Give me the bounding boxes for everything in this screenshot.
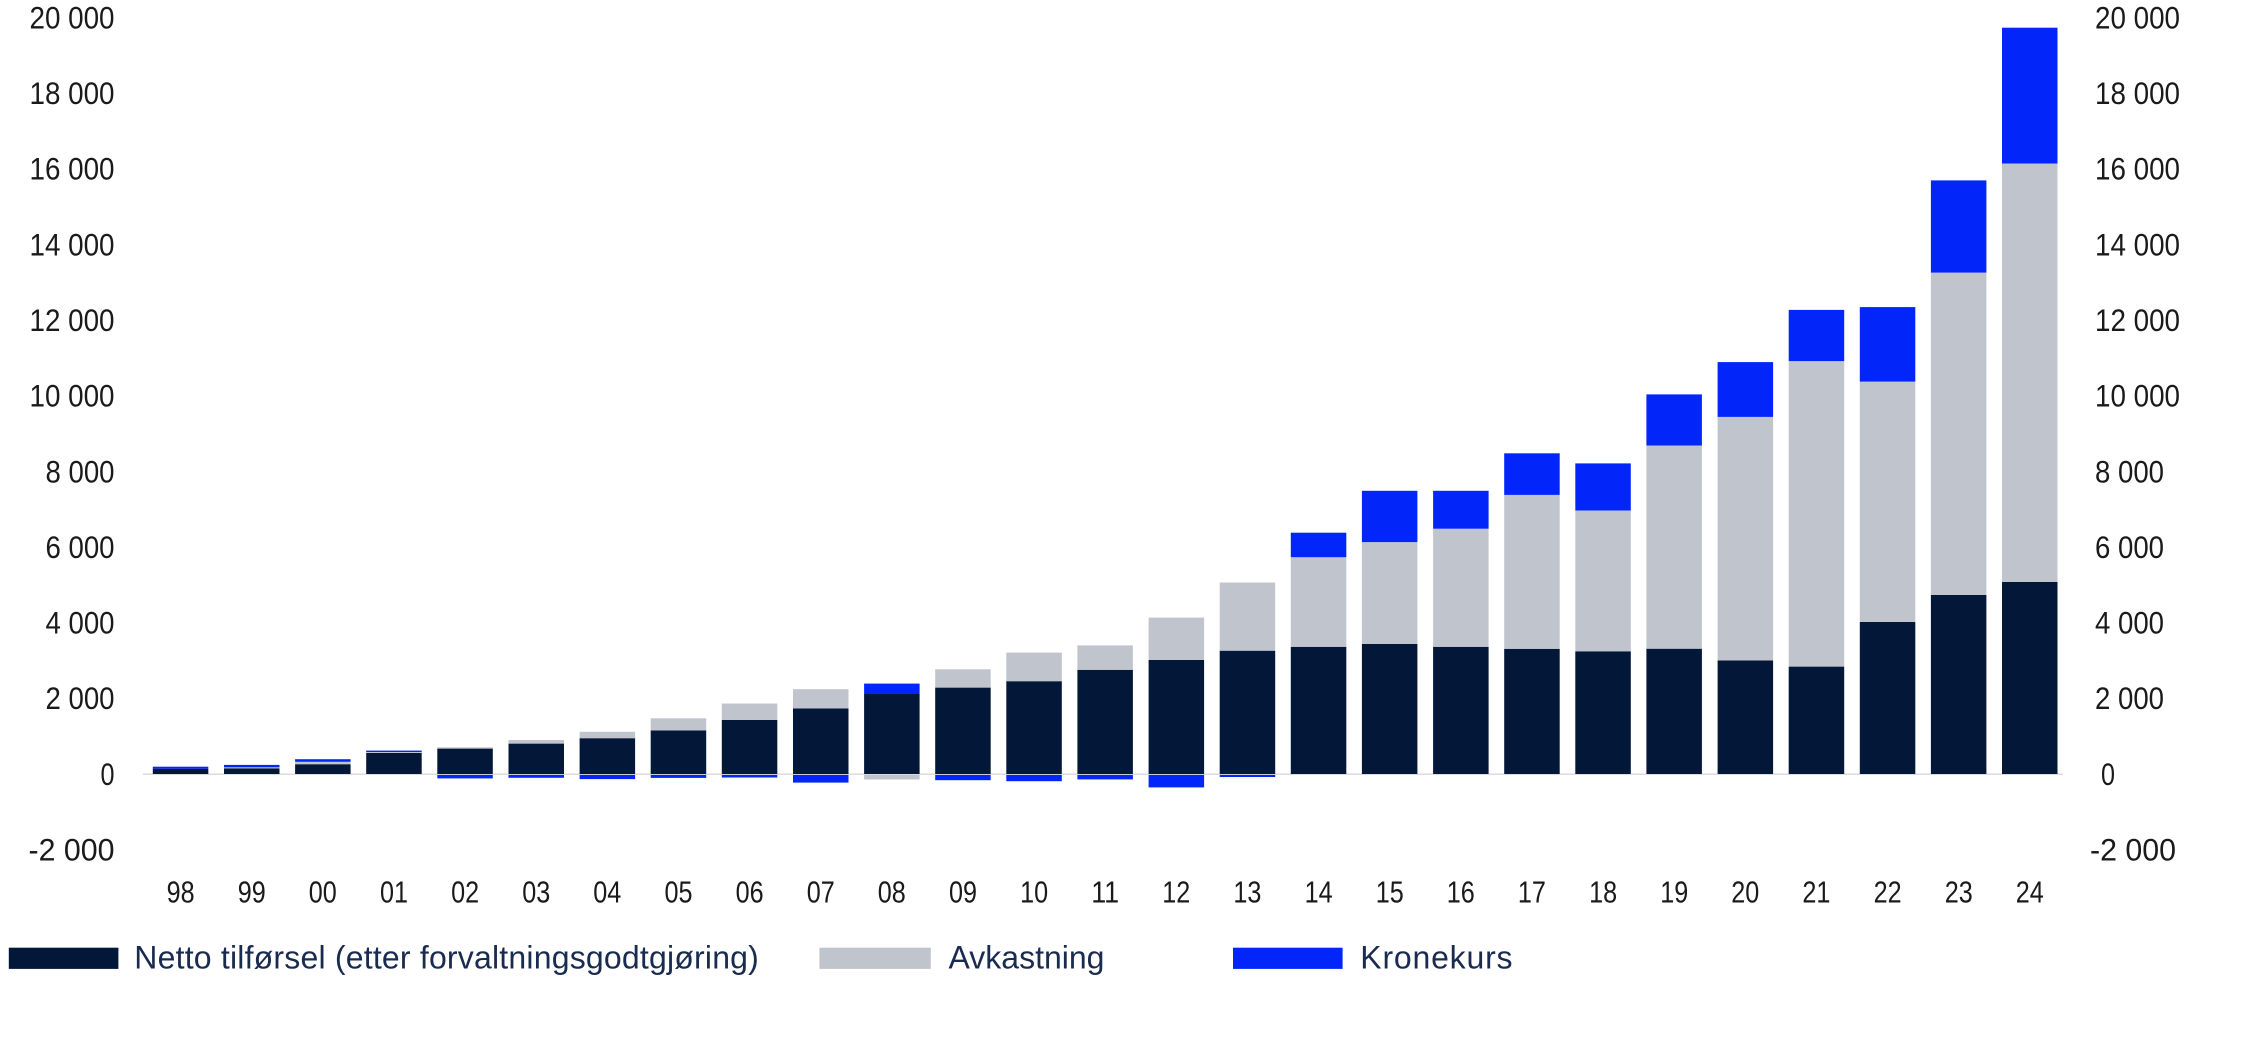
svg-text:18: 18 xyxy=(1589,874,1617,909)
svg-text:12 000: 12 000 xyxy=(30,302,115,338)
svg-text:6 000: 6 000 xyxy=(2095,529,2164,565)
svg-text:12 000: 12 000 xyxy=(2095,302,2180,338)
svg-text:00: 00 xyxy=(309,874,337,909)
svg-text:21: 21 xyxy=(1802,874,1830,909)
svg-text:10 000: 10 000 xyxy=(2095,378,2180,414)
svg-text:13: 13 xyxy=(1233,874,1261,909)
svg-text:0: 0 xyxy=(2101,756,2115,792)
svg-text:14: 14 xyxy=(1305,874,1333,909)
svg-text:15: 15 xyxy=(1376,874,1404,909)
svg-text:98: 98 xyxy=(167,874,195,909)
svg-text:Netto tilførsel (etter forvalt: Netto tilførsel (etter forvaltningsgodtg… xyxy=(134,940,759,976)
svg-text:12: 12 xyxy=(1162,874,1190,909)
svg-text:05: 05 xyxy=(665,874,693,909)
svg-text:-2 000: -2 000 xyxy=(2090,832,2176,868)
svg-text:03: 03 xyxy=(522,874,550,909)
svg-text:-2 000: -2 000 xyxy=(29,832,115,868)
svg-text:20 000: 20 000 xyxy=(2095,0,2180,35)
svg-text:10 000: 10 000 xyxy=(30,378,115,414)
svg-text:10: 10 xyxy=(1020,874,1048,909)
svg-text:20: 20 xyxy=(1731,874,1759,909)
svg-text:2 000: 2 000 xyxy=(2095,680,2164,716)
svg-text:22: 22 xyxy=(1874,874,1902,909)
svg-text:04: 04 xyxy=(593,874,621,909)
svg-text:8 000: 8 000 xyxy=(46,453,115,489)
svg-text:14 000: 14 000 xyxy=(30,226,115,262)
svg-text:09: 09 xyxy=(949,874,977,909)
svg-text:19: 19 xyxy=(1660,874,1688,909)
svg-text:11: 11 xyxy=(1091,874,1119,909)
svg-text:Kronekurs: Kronekurs xyxy=(1360,940,1513,976)
svg-text:Avkastning: Avkastning xyxy=(949,940,1105,976)
svg-text:17: 17 xyxy=(1518,874,1546,909)
svg-text:01: 01 xyxy=(380,874,408,909)
svg-text:8 000: 8 000 xyxy=(2095,453,2164,489)
svg-text:16: 16 xyxy=(1447,874,1475,909)
svg-text:14 000: 14 000 xyxy=(2095,226,2180,262)
svg-text:07: 07 xyxy=(807,874,835,909)
svg-text:08: 08 xyxy=(878,874,906,909)
svg-text:02: 02 xyxy=(451,874,479,909)
svg-text:20 000: 20 000 xyxy=(30,0,115,35)
svg-text:99: 99 xyxy=(238,874,266,909)
svg-text:6 000: 6 000 xyxy=(46,529,115,565)
svg-text:16 000: 16 000 xyxy=(2095,151,2180,187)
svg-text:2 000: 2 000 xyxy=(46,680,115,716)
svg-text:18 000: 18 000 xyxy=(2095,75,2180,111)
svg-text:06: 06 xyxy=(736,874,764,909)
svg-text:23: 23 xyxy=(1945,874,1973,909)
svg-text:24: 24 xyxy=(2016,874,2044,909)
svg-text:4 000: 4 000 xyxy=(2095,605,2164,641)
svg-text:4 000: 4 000 xyxy=(46,605,115,641)
svg-text:18 000: 18 000 xyxy=(30,75,115,111)
svg-text:0: 0 xyxy=(101,756,115,792)
svg-text:16 000: 16 000 xyxy=(30,151,115,187)
